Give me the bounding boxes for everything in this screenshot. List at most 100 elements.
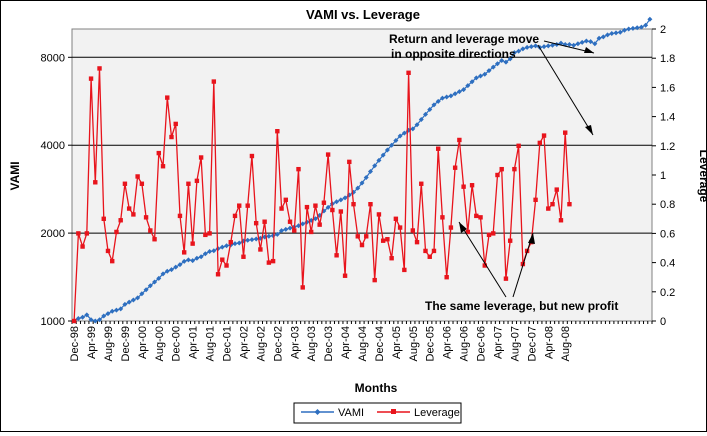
- x-tick-label: Aug-03: [306, 326, 318, 361]
- annotation-top-line1: Return and leverage move: [389, 32, 539, 46]
- vami-point: [418, 116, 424, 122]
- x-tick-label: Apr-00: [137, 326, 149, 359]
- vami-point: [490, 64, 496, 70]
- leverage-point: [397, 225, 403, 230]
- leverage-point: [118, 218, 123, 223]
- legend-vami-marker: [314, 409, 321, 415]
- leverage-point: [207, 231, 212, 236]
- vami-point: [414, 122, 420, 128]
- vami-point: [384, 147, 390, 153]
- vami-point: [571, 42, 577, 48]
- leverage-point: [457, 137, 462, 143]
- legend: VAMI Leverage: [293, 402, 462, 424]
- x-tick-label: Dec-05: [425, 326, 437, 361]
- y-axis-right-title: Leverage: [697, 150, 706, 203]
- right-tick-label: 0.2: [660, 287, 675, 299]
- vami-point: [473, 75, 479, 81]
- leverage-point: [554, 187, 559, 192]
- legend-vami-label: VAMI: [338, 407, 364, 419]
- leverage-point: [469, 183, 475, 188]
- leverage-point: [334, 253, 339, 258]
- x-tick-label: Aug-01: [205, 326, 217, 361]
- legend-leverage-marker: [391, 409, 396, 414]
- vami-point: [448, 93, 454, 99]
- vami-point: [219, 244, 225, 250]
- vami-point: [435, 98, 441, 104]
- leverage-point: [444, 275, 449, 280]
- x-tick-label: Dec-03: [323, 326, 335, 361]
- annotation-arrowhead-2: [585, 125, 593, 135]
- vami-point: [236, 240, 242, 246]
- leverage-point: [93, 180, 98, 185]
- vami-point: [389, 142, 395, 148]
- leverage-point: [232, 213, 238, 219]
- leverage-point: [338, 209, 344, 214]
- x-tick-label: Dec-99: [120, 326, 132, 361]
- vami-point: [482, 71, 488, 77]
- leverage-point: [347, 159, 352, 165]
- leverage-point: [101, 216, 106, 221]
- leverage-point: [427, 254, 432, 259]
- leverage-point: [122, 181, 128, 186]
- leverage-point: [410, 228, 416, 233]
- leverage-point: [359, 242, 365, 248]
- leverage-point: [135, 174, 140, 179]
- vami-point: [194, 255, 200, 261]
- vami-point: [92, 318, 98, 324]
- vami-point: [617, 29, 623, 35]
- leverage-point: [258, 247, 263, 252]
- vami-point: [372, 163, 378, 169]
- leverage-point: [512, 166, 517, 172]
- x-tick-label: Apr-04: [340, 326, 352, 359]
- vami-point: [550, 42, 556, 48]
- vami-point: [143, 287, 149, 293]
- vami-point: [164, 268, 170, 274]
- vami-point: [122, 301, 128, 307]
- vami-point: [579, 39, 585, 45]
- leverage-point: [292, 228, 297, 233]
- vami-point: [367, 169, 373, 175]
- vami-point: [279, 228, 285, 234]
- vami-point: [156, 275, 162, 281]
- leverage-point: [355, 234, 360, 239]
- vami-point: [456, 89, 462, 95]
- vami-point: [410, 126, 416, 132]
- vami-point: [401, 130, 407, 136]
- annotation-arrow-4: [512, 232, 534, 298]
- vami-point: [249, 237, 255, 243]
- x-tick-label: Apr-08: [543, 326, 555, 359]
- vami-point: [634, 25, 640, 31]
- vami-point: [113, 307, 119, 313]
- vami-point: [105, 311, 111, 317]
- right-tick-label: 1: [660, 170, 666, 182]
- right-tick-label: 1.6: [660, 82, 675, 94]
- x-tick-label: Apr-99: [86, 326, 98, 359]
- vami-point: [152, 279, 158, 285]
- leverage-point: [224, 263, 229, 268]
- vami-point: [283, 226, 289, 232]
- vami-point: [613, 30, 619, 36]
- vami-point: [181, 258, 187, 264]
- x-tick-label: Apr-01: [188, 326, 200, 359]
- leverage-point: [330, 207, 335, 213]
- leverage-point: [541, 133, 547, 138]
- leverage-point: [105, 248, 111, 254]
- vami-point: [621, 27, 627, 33]
- leverage-point: [262, 219, 267, 224]
- leverage-line: [73, 68, 571, 322]
- x-tick-label: Dec-01: [222, 326, 234, 361]
- x-tick-label: Aug-07: [509, 326, 521, 361]
- vami-point: [338, 197, 344, 203]
- leverage-point: [491, 231, 496, 236]
- vami-point: [135, 295, 141, 301]
- leverage-point: [389, 256, 394, 261]
- vami-point: [185, 257, 191, 263]
- leverage-point: [203, 232, 208, 238]
- leverage-point: [448, 225, 454, 230]
- leverage-point: [368, 202, 373, 207]
- leverage-point: [165, 95, 170, 100]
- annotation-arrowhead-1: [584, 47, 594, 53]
- vami-point: [334, 199, 340, 205]
- leverage-point: [317, 222, 322, 227]
- x-axis-title: Months: [355, 381, 398, 395]
